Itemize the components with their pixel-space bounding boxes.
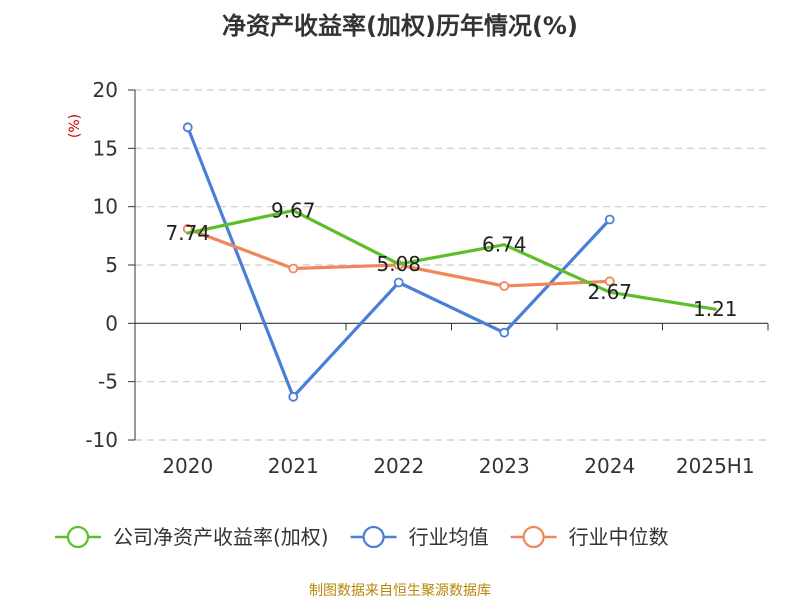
x-tick-label: 2025H1: [676, 454, 755, 478]
x-tick-label: 2022: [373, 454, 424, 478]
y-tick-label: 15: [93, 136, 118, 160]
grid: [135, 89, 768, 441]
data-point: [393, 277, 404, 288]
data-label: 6.74: [482, 233, 527, 257]
data-point: [288, 391, 299, 402]
legend-swatch-marker: [522, 525, 545, 549]
data-label: 9.67: [271, 199, 316, 223]
legend-swatch-marker: [362, 525, 385, 549]
y-axis-unit-label: (%): [67, 114, 83, 138]
y-tick-label: 10: [93, 195, 118, 219]
chart-title: 净资产收益率(加权)历年情况(%): [222, 12, 578, 40]
series-layer: [182, 122, 717, 402]
x-tick-label: 2024: [584, 454, 635, 478]
legend-item-2[interactable]: 行业中位数: [510, 525, 669, 549]
x-tick-label: 2021: [268, 454, 319, 478]
y-tick-label: -5: [98, 370, 118, 394]
legend-label: 行业中位数: [569, 525, 669, 549]
x-tick-label: 2023: [479, 454, 530, 478]
y-tick-label: 5: [105, 253, 118, 277]
legend: 公司净资产收益率(加权) 行业均值 行业中位数: [55, 525, 669, 549]
legend-item-1[interactable]: 行业均值: [350, 525, 489, 549]
data-point: [288, 263, 299, 274]
legend-item-0[interactable]: 公司净资产收益率(加权): [55, 525, 329, 549]
data-label: 7.74: [165, 221, 210, 245]
data-label: 2.67: [587, 280, 632, 304]
data-label: 1.21: [693, 297, 738, 321]
legend-swatch-marker: [66, 525, 90, 549]
y-tick-label: 0: [105, 311, 118, 335]
data-point: [604, 214, 615, 225]
data-labels: 7.74 9.67 5.08 6.74 2.67 1.21: [165, 199, 737, 322]
data-point: [499, 281, 510, 291]
data-point: [499, 327, 510, 338]
x-tick-label: 2020: [162, 454, 213, 478]
legend-label: 公司净资产收益率(加权): [113, 525, 329, 549]
series-line-0: [186, 208, 717, 311]
source-note: 制图数据来自恒生聚源数据库: [309, 583, 491, 599]
legend-label: 行业均值: [409, 525, 489, 549]
data-label: 5.08: [376, 252, 421, 276]
y-tick-label: -10: [85, 428, 118, 452]
y-tick-label: 20: [93, 78, 118, 102]
data-point: [182, 122, 193, 133]
data-point: [604, 276, 615, 287]
